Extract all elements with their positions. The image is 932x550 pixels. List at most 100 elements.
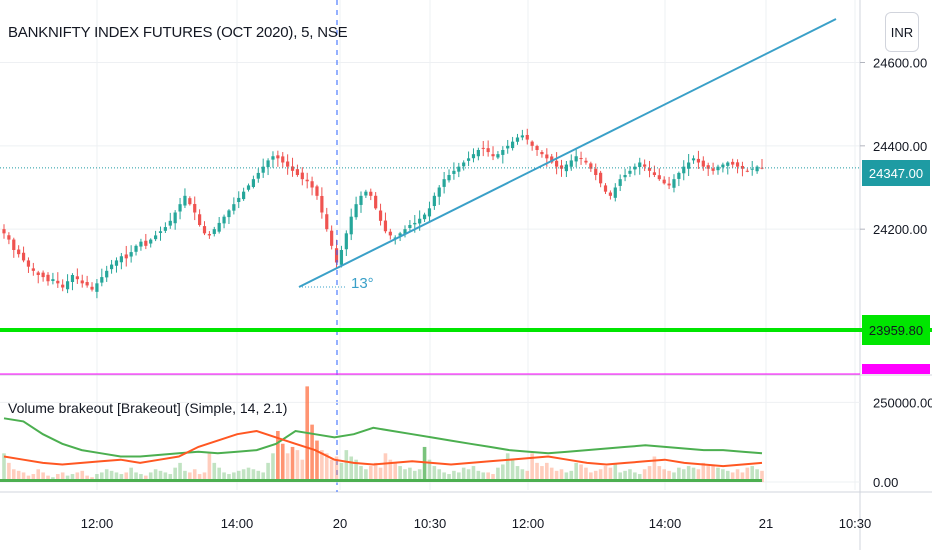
- candle-body: [217, 222, 221, 232]
- volume-bar: [295, 450, 300, 482]
- candle-body: [579, 158, 583, 160]
- candle-body: [183, 195, 187, 206]
- price-axis-label: 24600.00: [873, 56, 927, 71]
- candle-body: [442, 179, 446, 187]
- volume-bar: [153, 469, 158, 482]
- time-axis-label: 14:00: [221, 516, 254, 531]
- volume-bar: [579, 464, 583, 482]
- candle-body: [173, 212, 177, 224]
- volume-bar: [305, 386, 309, 482]
- volume-bar: [437, 469, 442, 482]
- candle-body: [310, 181, 314, 188]
- volume-bar: [461, 467, 466, 482]
- volume-ma-green-line: [3, 417, 763, 458]
- candle-body: [349, 216, 353, 235]
- volume-bar: [486, 472, 490, 482]
- volume-bar: [515, 466, 520, 482]
- candle-body: [496, 154, 500, 158]
- candle-body: [320, 195, 324, 213]
- volume-bar: [471, 466, 476, 482]
- candle-body: [555, 160, 559, 167]
- candle-body: [85, 282, 89, 286]
- candle-body: [471, 154, 476, 159]
- candle-body: [198, 214, 202, 225]
- volume-bar: [109, 470, 114, 482]
- candle-body: [550, 156, 554, 163]
- volume-bar: [564, 472, 569, 482]
- candle-body: [398, 233, 402, 236]
- candle-body: [61, 284, 65, 288]
- volume-bar: [501, 464, 505, 482]
- volume-bar: [740, 472, 745, 482]
- price-axis-label: 24200.00: [873, 222, 927, 237]
- volume-bar: [329, 459, 334, 482]
- candle-body: [559, 165, 564, 169]
- volume-bar: [716, 467, 720, 482]
- volume-bar: [452, 470, 456, 482]
- volume-bar: [246, 467, 251, 482]
- volume-bar: [711, 464, 715, 482]
- volume-bar: [691, 467, 696, 482]
- volume-bar: [104, 469, 109, 482]
- candle-body: [662, 179, 666, 184]
- candle-body: [242, 191, 246, 200]
- candle-body: [134, 245, 138, 252]
- candle-body: [452, 170, 456, 174]
- candle-body: [90, 286, 94, 290]
- volume-bar: [432, 466, 437, 482]
- candle-body: [476, 150, 480, 157]
- level-price-tag: 23959.80: [862, 315, 930, 345]
- candle-body: [222, 216, 226, 224]
- candle-body: [149, 239, 153, 244]
- volume-bar: [261, 472, 265, 482]
- candle-body: [628, 170, 632, 174]
- volume-bar: [393, 462, 398, 482]
- volume-bar: [672, 472, 676, 482]
- candle-body: [276, 155, 280, 159]
- volume-bar: [173, 467, 177, 482]
- candle-body: [378, 210, 383, 221]
- volume-bar: [706, 466, 711, 482]
- candle-body: [677, 172, 681, 179]
- volume-bar: [16, 470, 21, 482]
- candle-body: [535, 146, 539, 150]
- volume-indicator-title[interactable]: Volume brakeout [Brakeout] (Simple, 14, …: [8, 400, 288, 416]
- candle-body: [667, 183, 671, 186]
- candle-body: [691, 158, 696, 161]
- candle-body: [227, 210, 231, 218]
- price-axis-label: 24400.00: [873, 139, 927, 154]
- volume-bar: [696, 469, 701, 482]
- volume-bar: [730, 472, 735, 482]
- candle-body: [520, 135, 524, 138]
- time-axis-label: 20: [333, 516, 347, 531]
- candle-body: [457, 166, 461, 172]
- volume-bar: [359, 466, 363, 482]
- volume-bar: [197, 474, 202, 482]
- candle-body: [21, 252, 26, 261]
- candle-body: [300, 172, 304, 180]
- volume-bar: [217, 467, 221, 482]
- volume-bar: [158, 470, 163, 482]
- candle-body: [193, 203, 197, 213]
- candle-body: [17, 249, 21, 255]
- volume-bar: [315, 440, 319, 482]
- candle-body: [334, 248, 339, 263]
- volume-bar: [114, 472, 119, 482]
- volume-bar: [324, 453, 329, 482]
- candle-body: [525, 134, 529, 140]
- volume-bar: [300, 459, 305, 482]
- candle-body: [447, 175, 451, 181]
- currency-button[interactable]: INR: [885, 12, 919, 52]
- candle-body: [687, 162, 691, 169]
- volume-bar: [192, 469, 197, 482]
- candle-body: [501, 150, 505, 155]
- volume-axis-label: 0.00: [873, 475, 898, 490]
- volume-bar: [202, 472, 207, 482]
- candle-body: [427, 208, 432, 217]
- candle-body: [232, 204, 236, 211]
- volume-bar: [139, 474, 143, 482]
- candle-body: [178, 204, 182, 212]
- volume-bar: [466, 469, 471, 482]
- volume-bar: [755, 469, 759, 482]
